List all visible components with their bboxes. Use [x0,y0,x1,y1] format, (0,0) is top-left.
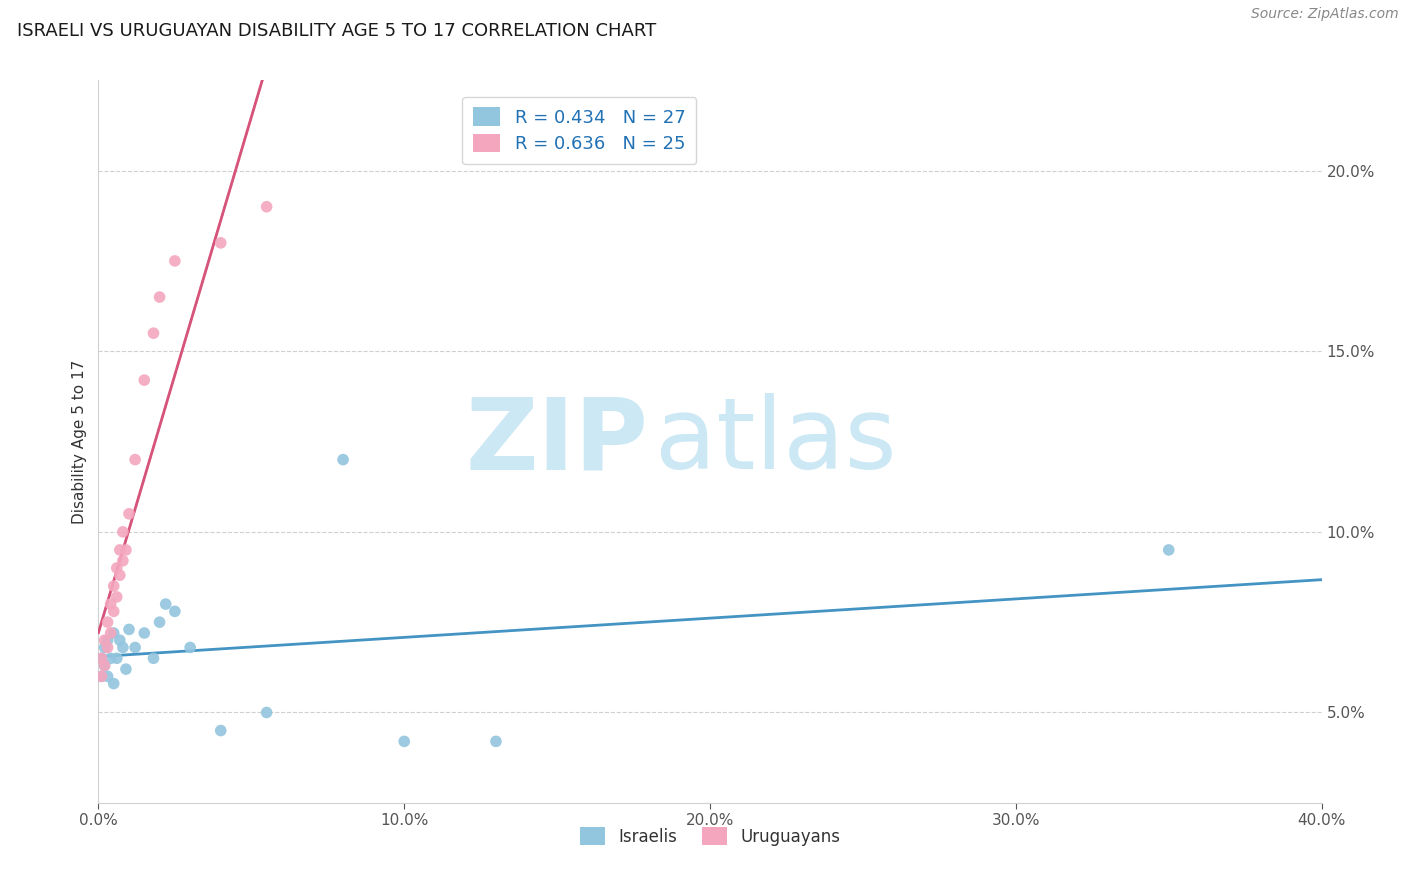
Y-axis label: Disability Age 5 to 17: Disability Age 5 to 17 [72,359,87,524]
Point [149,290,172,304]
Point [256,200,278,214]
Point [103,626,125,640]
Point [90,669,112,683]
Text: atlas: atlas [655,393,897,490]
Point [97,669,120,683]
Point [142,326,165,340]
Point [124,452,146,467]
Point [1157,542,1180,557]
Point [111,524,134,539]
Point [93,658,115,673]
Point [155,597,177,611]
Point [485,734,508,748]
Text: ISRAELI VS URUGUAYAN DISABILITY AGE 5 TO 17 CORRELATION CHART: ISRAELI VS URUGUAYAN DISABILITY AGE 5 TO… [17,22,657,40]
Point [124,640,146,655]
Point [115,662,138,676]
Point [149,615,172,630]
Point [111,640,134,655]
Point [97,615,120,630]
Point [392,734,416,748]
Point [256,706,278,720]
Point [90,651,112,665]
Point [105,561,128,575]
Point [90,651,112,665]
Point [108,568,131,582]
Point [118,623,141,637]
Point [134,373,156,387]
Text: ZIP: ZIP [465,393,648,490]
Point [209,723,232,738]
Point [93,640,115,655]
Point [142,651,165,665]
Point [118,507,141,521]
Point [90,669,112,683]
Text: Source: ZipAtlas.com: Source: ZipAtlas.com [1251,7,1399,21]
Point [103,676,125,690]
Point [97,640,120,655]
Point [134,626,156,640]
Point [103,579,125,593]
Point [179,640,201,655]
Legend: Israelis, Uruguayans: Israelis, Uruguayans [574,821,846,852]
Point [100,651,122,665]
Point [115,542,138,557]
Point [163,604,186,618]
Point [100,597,122,611]
Point [332,452,354,467]
Point [93,658,115,673]
Point [105,590,128,604]
Point [103,604,125,618]
Point [105,651,128,665]
Point [97,633,120,648]
Point [163,253,186,268]
Point [100,626,122,640]
Point [108,542,131,557]
Point [209,235,232,250]
Point [108,633,131,648]
Point [93,633,115,648]
Point [111,554,134,568]
